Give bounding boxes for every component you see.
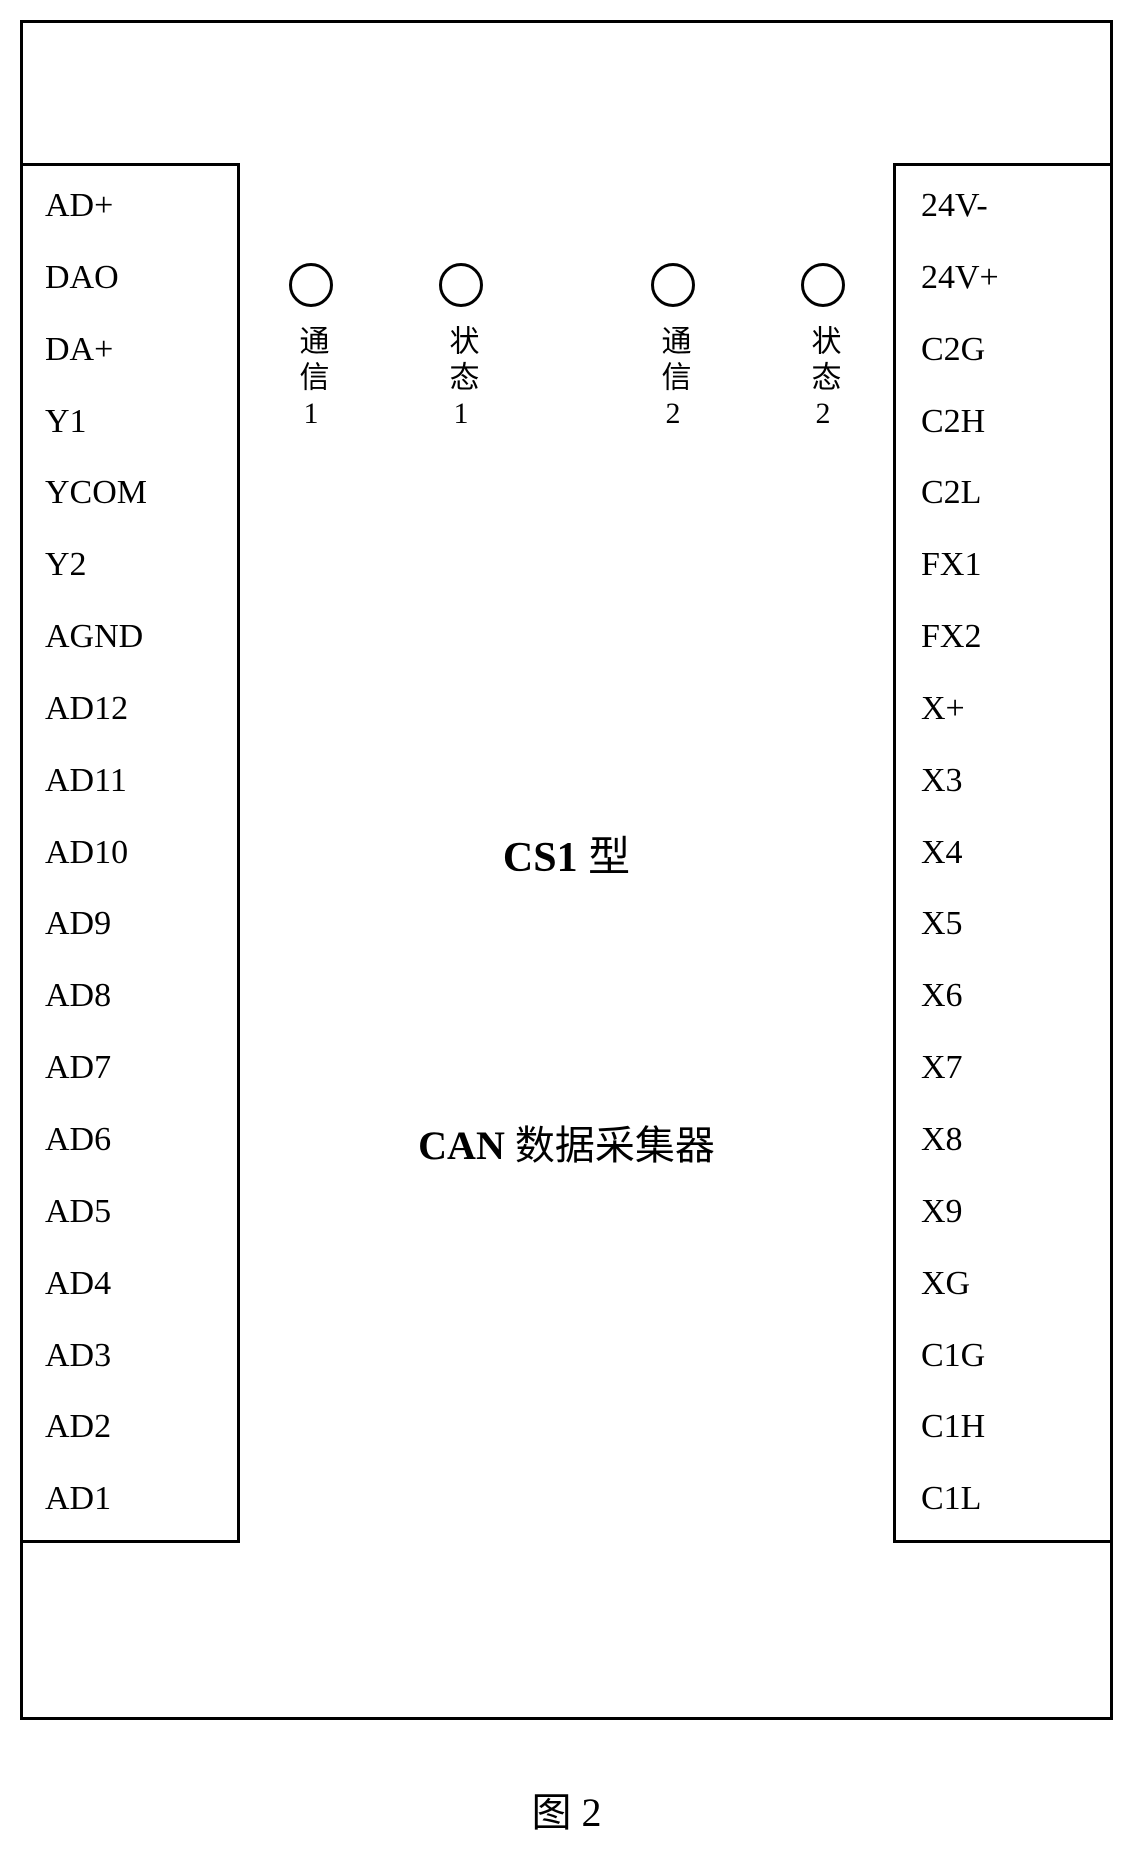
desc-bold: CAN bbox=[418, 1123, 505, 1168]
pin-label: Y1 bbox=[45, 402, 212, 443]
pin-label: AD10 bbox=[45, 833, 212, 874]
pin-label: X7 bbox=[921, 1048, 1088, 1089]
pin-label: AD7 bbox=[45, 1048, 212, 1089]
pin-label: AD3 bbox=[45, 1336, 212, 1377]
pin-label: AD+ bbox=[45, 186, 212, 227]
pin-label: C1H bbox=[921, 1407, 1088, 1448]
led-status-1: 状态1 bbox=[400, 263, 522, 436]
led-label: 通信2 bbox=[651, 325, 695, 436]
pin-label: C1L bbox=[921, 1479, 1088, 1520]
module-outline: AD+ DAO DA+ Y1 YCOM Y2 AGND AD12 AD11 AD… bbox=[20, 20, 1113, 1720]
led-circle-icon bbox=[651, 263, 695, 307]
led-comm-2: 通信2 bbox=[612, 263, 734, 436]
pin-label: X5 bbox=[921, 904, 1088, 945]
pin-label: AD6 bbox=[45, 1120, 212, 1161]
pin-label: FX1 bbox=[921, 545, 1088, 586]
pin-label: AD11 bbox=[45, 761, 212, 802]
figure-caption: 图 2 bbox=[20, 1780, 1113, 1838]
pin-label: AD1 bbox=[45, 1479, 212, 1520]
pin-label: AD8 bbox=[45, 976, 212, 1017]
pin-label: X9 bbox=[921, 1192, 1088, 1233]
pin-label: DA+ bbox=[45, 330, 212, 371]
pin-label: X3 bbox=[921, 761, 1088, 802]
pin-label: AD9 bbox=[45, 904, 212, 945]
pin-label: C2L bbox=[921, 473, 1088, 514]
pin-label: C2H bbox=[921, 402, 1088, 443]
pin-label: 24V+ bbox=[921, 258, 1088, 299]
led-label: 状态2 bbox=[801, 325, 845, 436]
led-group-2: 通信2 状态2 bbox=[612, 263, 884, 436]
pin-label: AGND bbox=[45, 617, 212, 658]
led-label: 通信1 bbox=[289, 325, 333, 436]
pin-label: 24V- bbox=[921, 186, 1088, 227]
pin-label: YCOM bbox=[45, 473, 212, 514]
pin-label: X+ bbox=[921, 689, 1088, 730]
led-label: 状态1 bbox=[439, 325, 483, 436]
led-comm-1: 通信1 bbox=[250, 263, 372, 436]
led-circle-icon bbox=[289, 263, 333, 307]
pin-label: AD12 bbox=[45, 689, 212, 730]
pin-label: AD4 bbox=[45, 1264, 212, 1305]
left-pin-column: AD+ DAO DA+ Y1 YCOM Y2 AGND AD12 AD11 AD… bbox=[20, 163, 240, 1543]
pin-label: Y2 bbox=[45, 545, 212, 586]
pin-label: FX2 bbox=[921, 617, 1088, 658]
model-bold: CS1 bbox=[503, 835, 578, 881]
pin-label: X4 bbox=[921, 833, 1088, 874]
led-circle-icon bbox=[801, 263, 845, 307]
pin-label: AD5 bbox=[45, 1192, 212, 1233]
pin-label: C1G bbox=[921, 1336, 1088, 1377]
pin-label: X6 bbox=[921, 976, 1088, 1017]
model-label: CS1 型 bbox=[503, 823, 630, 884]
pin-label: XG bbox=[921, 1264, 1088, 1305]
pin-label: X8 bbox=[921, 1120, 1088, 1161]
led-circle-icon bbox=[439, 263, 483, 307]
pin-label: C2G bbox=[921, 330, 1088, 371]
description-label: CAN 数据采集器 bbox=[418, 1113, 715, 1171]
right-pin-column: 24V- 24V+ C2G C2H C2L FX1 FX2 X+ X3 X4 X… bbox=[893, 163, 1113, 1543]
model-suffix: 型 bbox=[578, 835, 631, 881]
led-status-2: 状态2 bbox=[762, 263, 884, 436]
led-group-1: 通信1 状态1 bbox=[250, 263, 522, 436]
led-indicator-row: 通信1 状态1 通信2 状态2 bbox=[250, 263, 884, 436]
desc-suffix: 数据采集器 bbox=[505, 1123, 715, 1168]
pin-label: DAO bbox=[45, 258, 212, 299]
pin-label: AD2 bbox=[45, 1407, 212, 1448]
center-panel: 通信1 状态1 通信2 状态2 CS1 型 bbox=[243, 163, 890, 1537]
